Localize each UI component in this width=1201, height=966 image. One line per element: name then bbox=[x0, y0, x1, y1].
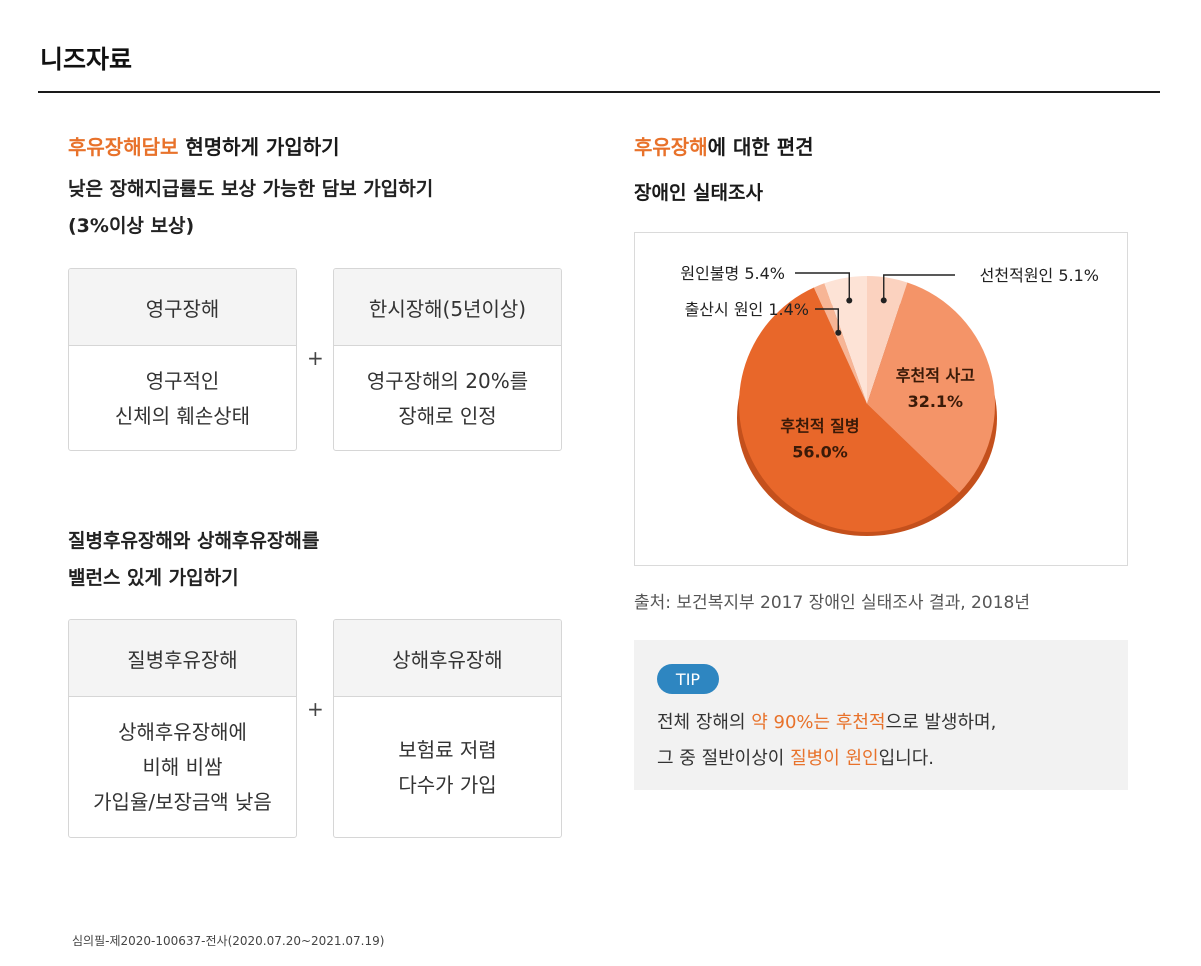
section1-heading-accent: 후유장해담보 bbox=[68, 135, 179, 159]
card-body-line: 보험료 저렴 bbox=[398, 737, 497, 762]
outside-label: 선천적원인 5.1% bbox=[980, 266, 1099, 285]
section1-heading: 후유장해담보 현명하게 가입하기 bbox=[68, 131, 340, 160]
tip-highlight: 약 90%는 후천적 bbox=[751, 712, 886, 733]
pie-chart-container: 후천적 사고 32.1% 후천적 질병 56.0% 선천적원인 5.1% 원인불명 5.4… bbox=[634, 232, 1128, 566]
card-body: 영구장해의 20%를 장해로 인정 bbox=[334, 346, 561, 450]
tip-line-1: 전체 장해의 약 90%는 후천적으로 발생하며, bbox=[657, 708, 996, 734]
card-title: 상해후유장해 bbox=[334, 620, 561, 697]
card-body-line: 신체의 훼손상태 bbox=[114, 403, 251, 428]
card-body-line: 상해후유장해에 bbox=[118, 720, 247, 744]
pie-labels: 후천적 사고 32.1% 후천적 질병 56.0% 선천적원인 5.1% 원인불명 5.4… bbox=[680, 264, 1099, 461]
slice-label-value: 32.1% bbox=[908, 392, 964, 411]
leader-dot bbox=[835, 329, 842, 336]
right-heading-rest: 에 대한 편견 bbox=[707, 135, 814, 159]
pie-chart: 후천적 사고 32.1% 후천적 질병 56.0% 선천적원인 5.1% 원인불명 5.4… bbox=[680, 264, 1099, 536]
pie-slice-3 bbox=[813, 283, 867, 404]
card-body-line: 영구장해의 20%를 bbox=[366, 368, 529, 393]
section1-subheading-line2: (3%이상 보상) bbox=[68, 215, 195, 237]
card-title: 질병후유장해 bbox=[69, 620, 296, 697]
leader-line bbox=[883, 274, 955, 301]
leader-line bbox=[815, 308, 839, 333]
card-title: 한시장해(5년이상) bbox=[334, 269, 561, 346]
card-body-line: 장해로 인정 bbox=[398, 403, 497, 428]
card-body-line: 비해 비쌈 bbox=[142, 755, 223, 779]
tip-text: 입니다. bbox=[878, 748, 935, 769]
title-divider bbox=[38, 91, 1160, 93]
pie-slice-1 bbox=[867, 282, 995, 493]
chart-source: 출처: 보건복지부 2017 장애인 실태조사 결과, 2018년 bbox=[634, 593, 1030, 613]
plus-sign: + bbox=[307, 697, 324, 721]
section2-subheading: 질병후유장해와 상해후유장해를 밸런스 있게 가입하기 bbox=[68, 523, 319, 597]
plus-sign: + bbox=[307, 346, 324, 370]
tip-text: 그 중 절반이상이 bbox=[657, 748, 791, 769]
card-title: 영구장해 bbox=[69, 269, 296, 346]
pie-slices bbox=[739, 276, 995, 532]
section1-subheading: 낮은 장해지급률도 보상 가능한 담보 가입하기 (3%이상 보상) bbox=[68, 171, 433, 245]
pie-slice-2 bbox=[739, 287, 960, 532]
slice-label-name: 후천적 질병 bbox=[780, 416, 859, 435]
chart-subheading: 장애인 실태조사 bbox=[634, 182, 763, 204]
card-body: 보험료 저렴 다수가 가입 bbox=[334, 697, 561, 837]
slice-label-name: 후천적 사고 bbox=[896, 366, 975, 385]
section2-subheading-line2: 밸런스 있게 가입하기 bbox=[68, 567, 239, 589]
leader-line bbox=[795, 272, 850, 301]
section1-heading-rest: 현명하게 가입하기 bbox=[178, 135, 340, 159]
page-title: 니즈자료 bbox=[40, 45, 133, 74]
tip-highlight: 질병이 원인 bbox=[790, 748, 879, 769]
card-body: 영구적인 신체의 훼손상태 bbox=[69, 346, 296, 450]
outside-label: 원인불명 5.4% bbox=[680, 264, 785, 283]
slice-label-value: 56.0% bbox=[792, 442, 848, 461]
card-permanent-disability: 영구장해 영구적인 신체의 훼손상태 bbox=[68, 268, 297, 451]
tip-text: 으로 발생하며, bbox=[885, 712, 997, 733]
outside-label: 출산시 원인 1.4% bbox=[685, 300, 809, 319]
right-heading: 후유장해에 대한 편견 bbox=[634, 131, 814, 160]
card-body: 상해후유장해에 비해 비쌈 가입율/보장금액 낮음 bbox=[69, 697, 296, 837]
card-disease-disability: 질병후유장해 상해후유장해에 비해 비쌈 가입율/보장금액 낮음 bbox=[68, 619, 297, 838]
section2-subheading-line1: 질병후유장해와 상해후유장해를 bbox=[68, 530, 320, 552]
card-temporary-disability: 한시장해(5년이상) 영구장해의 20%를 장해로 인정 bbox=[333, 268, 562, 451]
tip-line-2: 그 중 절반이상이 질병이 원인입니다. bbox=[657, 744, 934, 770]
pie-leader-lines bbox=[795, 272, 955, 336]
right-heading-accent: 후유장해 bbox=[634, 135, 708, 159]
tip-text: 전체 장해의 bbox=[657, 712, 752, 733]
card-injury-disability: 상해후유장해 보험료 저렴 다수가 가입 bbox=[333, 619, 562, 838]
card-body-line: 다수가 가입 bbox=[398, 772, 497, 797]
leader-dot bbox=[880, 297, 887, 304]
footnote: 심의필-제2020-100637-전사(2020.07.20~2021.07.1… bbox=[72, 934, 385, 948]
tip-box: TIP 전체 장해의 약 90%는 후천적으로 발생하며, 그 중 절반이상이 … bbox=[634, 640, 1128, 790]
section1-subheading-line1: 낮은 장해지급률도 보상 가능한 담보 가입하기 bbox=[68, 178, 434, 200]
card-body-line: 영구적인 bbox=[145, 368, 220, 393]
tip-badge: TIP bbox=[657, 664, 719, 694]
card-body-line: 가입율/보장금액 낮음 bbox=[93, 790, 272, 814]
pie-slice-0 bbox=[867, 276, 908, 404]
leader-dot bbox=[846, 297, 853, 304]
pie-slice-4 bbox=[824, 276, 867, 404]
